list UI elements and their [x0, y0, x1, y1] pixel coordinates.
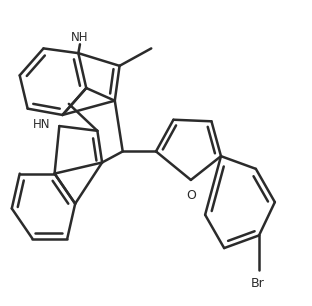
Text: Br: Br: [251, 277, 264, 289]
Text: HN: HN: [33, 118, 51, 131]
Text: NH: NH: [71, 31, 89, 44]
Text: O: O: [186, 189, 196, 203]
